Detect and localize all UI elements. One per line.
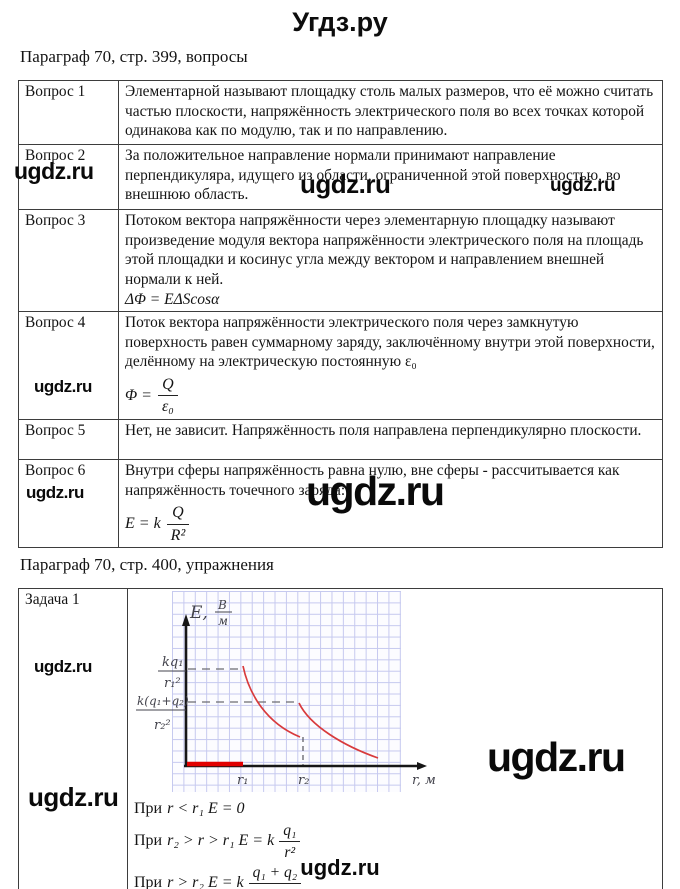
watermark: ugdz.ru: [300, 169, 391, 199]
task-answer-cell: E, В м kq₁ r₁² k(q₁+q₂) r₂²: [127, 588, 663, 889]
fraction-numerator: q₁: [279, 821, 301, 842]
fraction: Q R²: [166, 503, 190, 544]
case-math: r > r₂ E = k: [167, 874, 244, 889]
case-word: При: [134, 874, 163, 889]
watermark: ugdz.ru: [550, 175, 616, 196]
answer-text: Нет, не зависит. Напряжённость поля напр…: [125, 421, 642, 439]
fraction-numerator: Q: [157, 375, 178, 397]
question-row: Вопрос 3 Потоком вектора напряжённости ч…: [18, 209, 663, 312]
exercise-graph: E, В м kq₁ r₁² k(q₁+q₂) r₂²: [134, 590, 655, 798]
answer-text: Поток вектора напряжённости электрическо…: [125, 313, 655, 371]
x-tick2-label: r₂: [298, 773, 309, 788]
formula-lhs: Φ =: [125, 386, 152, 404]
question-label: Вопрос 3: [18, 209, 119, 312]
question-row: Вопрос 1 Элементарной называют площадку …: [18, 80, 663, 145]
answer-cell: За положительное направление нормали при…: [118, 144, 663, 210]
answer-text: Элементарной называют площадку столь мал…: [125, 83, 654, 140]
fraction-numerator: Q: [166, 503, 190, 525]
y-tick2-denominator: r₂²: [154, 718, 171, 733]
section-heading-exercises: Параграф 70, стр. 400, упражнения: [20, 555, 274, 575]
y-tick1-denominator: r₁²: [164, 676, 181, 691]
y-axis-title: E,: [189, 603, 208, 623]
answer-cell: Внутри сферы напряжённость равна нулю, в…: [118, 458, 663, 549]
formula: ΔΦ = EΔScosα: [125, 291, 220, 309]
formula: Φ = Q ε₀: [125, 375, 655, 416]
fraction-denominator: r²: [284, 843, 296, 861]
site-title: Угдз.ру: [292, 7, 388, 37]
answer-text: Внутри сферы напряжённость равна нулю, в…: [125, 461, 620, 499]
question-row: Вопрос 5 Нет, не зависит. Напряжённость …: [18, 418, 663, 460]
watermark: ugdz.ru: [14, 158, 94, 184]
curve-segment-1: [242, 666, 301, 739]
question-row: Вопрос 4 Поток вектора напряжённости эле…: [18, 310, 663, 420]
question-row: Вопрос 2 За положительное направление но…: [18, 144, 663, 210]
answer-text: Потоком вектора напряжённости через элем…: [125, 212, 644, 288]
y-tick1-numerator: kq₁: [162, 655, 183, 670]
exercises-table: Задача 1: [18, 588, 663, 889]
footer-watermark: ugdz.ru: [300, 855, 380, 880]
question-label: Вопрос 5: [18, 418, 119, 460]
watermark: ugdz.ru: [487, 734, 626, 780]
formula: E = k Q R²: [125, 503, 655, 544]
case-math: r < r₁ E = 0: [167, 800, 245, 818]
question-label: Вопрос 2: [18, 144, 119, 210]
y-axis-arrow: [182, 614, 190, 627]
question-label: Вопрос 6: [18, 458, 119, 549]
fraction-numerator: q₁ + q₂: [248, 863, 302, 885]
question-row: Вопрос 6 Внутри сферы напряжённость равн…: [18, 458, 663, 549]
fraction-denominator: ε₀: [161, 398, 174, 416]
answer-cell: Поток вектора напряжённости электрическо…: [118, 310, 663, 420]
task-label: Задача 1: [18, 588, 128, 889]
section-heading-questions: Параграф 70, стр. 399, вопросы: [20, 47, 248, 66]
x-axis-arrow: [417, 762, 427, 771]
watermark: ugdz.ru: [28, 782, 119, 812]
y-axis-unit-denominator: м: [218, 614, 228, 628]
y-axis-unit-numerator: В: [217, 598, 227, 612]
case-math: r₂ > r > r₁ E = k: [167, 832, 275, 850]
watermark: ugdz.ru: [34, 657, 92, 676]
fraction-denominator: r²: [249, 884, 302, 889]
case-word: При: [134, 800, 163, 818]
question-label: Вопрос 4: [18, 310, 119, 420]
watermark: ugdz.ru: [306, 468, 445, 514]
case-word: При: [134, 832, 163, 850]
x-axis-title: r, м: [412, 773, 436, 788]
formula-lhs: E = k: [125, 514, 161, 532]
fraction-denominator: R²: [170, 526, 186, 544]
case-line: При r < r₁ E = 0: [134, 799, 655, 819]
answer-cell: Элементарной называют площадку столь мал…: [118, 80, 663, 145]
question-label: Вопрос 1: [18, 80, 119, 145]
fraction: Q ε₀: [157, 375, 178, 416]
case-line: При r > r₂ E = k q₁ + q₂ r²: [134, 863, 655, 889]
y-tick2-numerator: k(q₁+q₂): [137, 694, 189, 708]
curve-segment-2: [298, 702, 379, 760]
answer-text: За положительное направление нормали при…: [125, 147, 621, 204]
watermark: ugdz.ru: [26, 483, 84, 502]
fraction: q₁ + q₂ r²: [248, 863, 302, 889]
graph-canvas: E, В м kq₁ r₁² k(q₁+q₂) r₂²: [136, 598, 436, 788]
x-tick1-label: r₁: [237, 773, 248, 788]
answer-cell: Нет, не зависит. Напряжённость поля напр…: [118, 418, 663, 460]
grid-paper: [172, 591, 401, 793]
task-row: Задача 1: [18, 588, 663, 889]
answer-cell: Потоком вектора напряжённости через элем…: [118, 209, 663, 312]
questions-table: Вопрос 1 Элементарной называют площадку …: [18, 80, 663, 549]
watermark: ugdz.ru: [34, 377, 92, 396]
case-line: При r₂ > r > r₁ E = k q₁ r²: [134, 821, 655, 861]
fraction: q₁ r²: [279, 821, 301, 861]
